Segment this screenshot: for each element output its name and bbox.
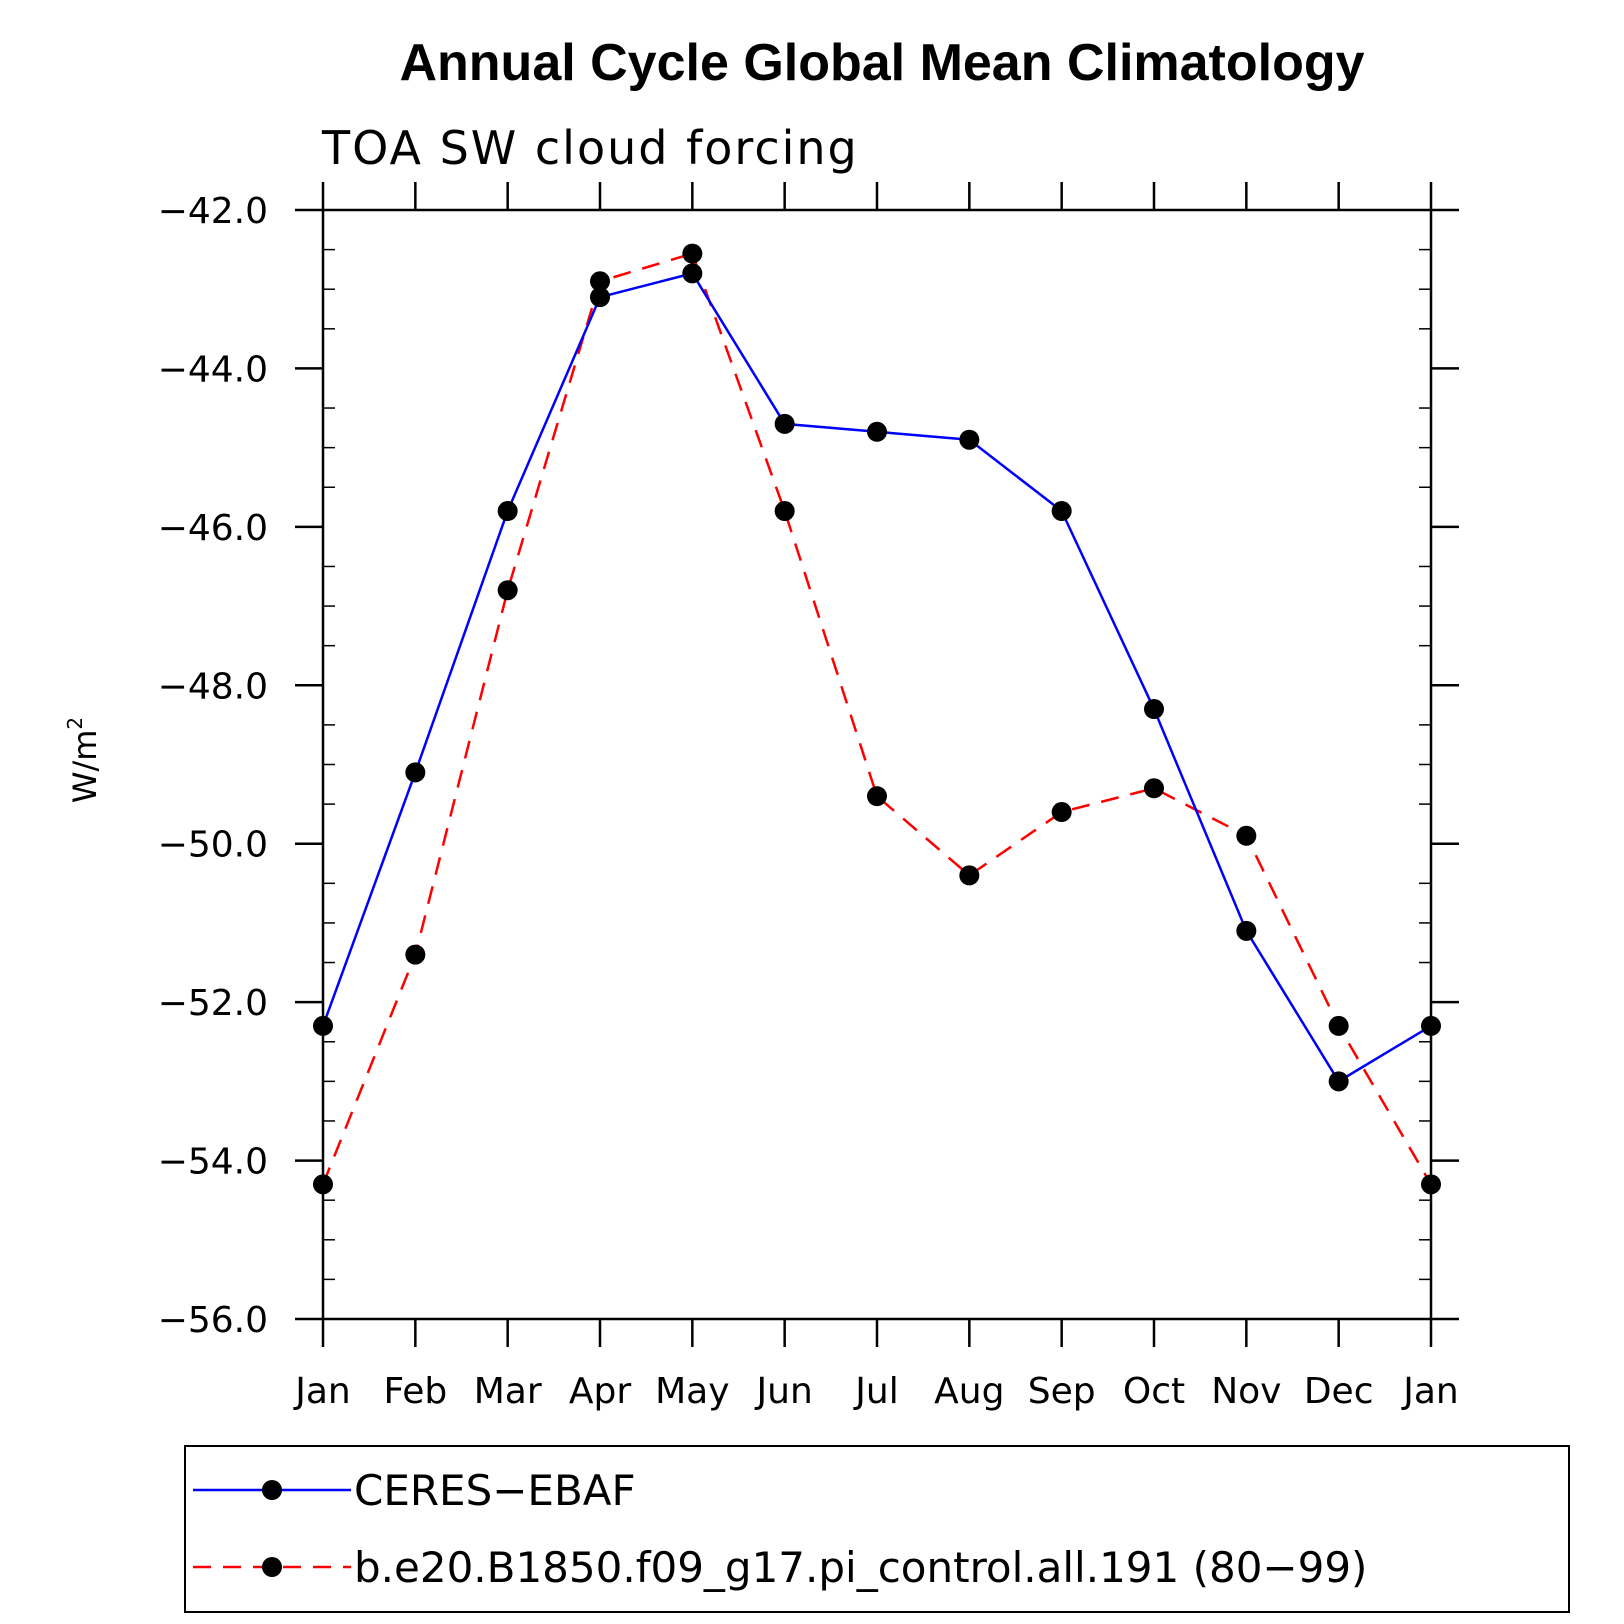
series-1-point <box>313 1174 333 1195</box>
series-0-point <box>774 413 795 434</box>
legend-marker-ceres <box>262 1480 282 1500</box>
series-layer <box>313 243 1441 1195</box>
series-0-point <box>959 429 980 450</box>
x-tick-label: Jan <box>1401 1371 1459 1412</box>
x-tick-label: Feb <box>383 1371 447 1412</box>
x-tick-label: Jan <box>293 1371 351 1412</box>
y-tick-label: −44.0 <box>158 349 268 390</box>
legend-box <box>184 1445 1570 1613</box>
series-1-point <box>774 501 795 522</box>
x-tick-label: Sep <box>1028 1371 1096 1412</box>
chart-title: Annual Cycle Global Mean Climatology <box>399 34 1364 92</box>
y-tick-label: −50.0 <box>158 825 268 866</box>
series-0-point <box>1144 699 1164 720</box>
series-1-point <box>1421 1174 1441 1195</box>
series-0-point <box>497 501 518 522</box>
series-1-point <box>959 865 980 886</box>
series-0-point <box>1421 1015 1441 1036</box>
y-tick-label: −42.0 <box>158 191 268 232</box>
chart-subtitle: TOA SW cloud forcing <box>321 121 859 175</box>
series-0-point <box>1328 1071 1349 1092</box>
y-tick-label: −52.0 <box>158 983 268 1024</box>
series-1-point <box>1328 1015 1349 1036</box>
y-tick-label: −46.0 <box>158 508 268 549</box>
series-1-point <box>1144 778 1164 799</box>
series-line-0 <box>321 271 1432 1084</box>
x-tick-label: Apr <box>569 1371 631 1412</box>
legend-marker-model <box>262 1557 282 1577</box>
x-tick-label: Jul <box>853 1371 898 1412</box>
x-tick-label: Mar <box>474 1371 542 1412</box>
series-line-1 <box>321 252 1433 1185</box>
series-0-point <box>405 762 426 783</box>
series-1-point <box>590 271 610 292</box>
series-1-point <box>682 243 703 264</box>
plot-frame <box>321 208 1433 1321</box>
series-1-point <box>497 580 518 601</box>
series-0-point <box>313 1015 333 1036</box>
series-0-point <box>682 263 703 284</box>
x-tick-label: Dec <box>1304 1371 1374 1412</box>
series-0-point <box>1236 920 1257 941</box>
series-1-point <box>405 944 426 965</box>
series-0-point <box>1051 501 1072 522</box>
x-tick-label: Nov <box>1211 1371 1281 1412</box>
y-tick-label: −56.0 <box>158 1300 268 1341</box>
y-tick-label: −48.0 <box>158 666 268 707</box>
series-1-point <box>867 786 887 807</box>
y-axis-label-text: W/m <box>66 730 104 804</box>
series-1-point <box>1236 825 1257 846</box>
x-tick-label: May <box>655 1371 729 1412</box>
y-axis-label: W/m2 <box>63 717 104 803</box>
x-tick-label: Jun <box>755 1371 813 1412</box>
legend: CERES−EBAF b.e20.B1850.f09_g17.pi_contro… <box>184 1445 1570 1613</box>
series-0-point <box>590 287 610 308</box>
y-axis-label-superscript: 2 <box>63 717 87 730</box>
legend-label-ceres: CERES−EBAF <box>354 1466 636 1515</box>
x-tick-label: Aug <box>934 1371 1004 1412</box>
legend-label-model: b.e20.B1850.f09_g17.pi_control.all.191 (… <box>354 1543 1367 1592</box>
series-0-point <box>867 421 887 442</box>
series-1-point <box>1051 802 1072 823</box>
x-tick-label: Oct <box>1123 1371 1185 1412</box>
plot-axes: Jan Feb Mar Apr May Jun Jul Aug Sep Oct Nov Dec Jan−… <box>158 182 1459 1412</box>
y-tick-label: −54.0 <box>158 1142 268 1183</box>
